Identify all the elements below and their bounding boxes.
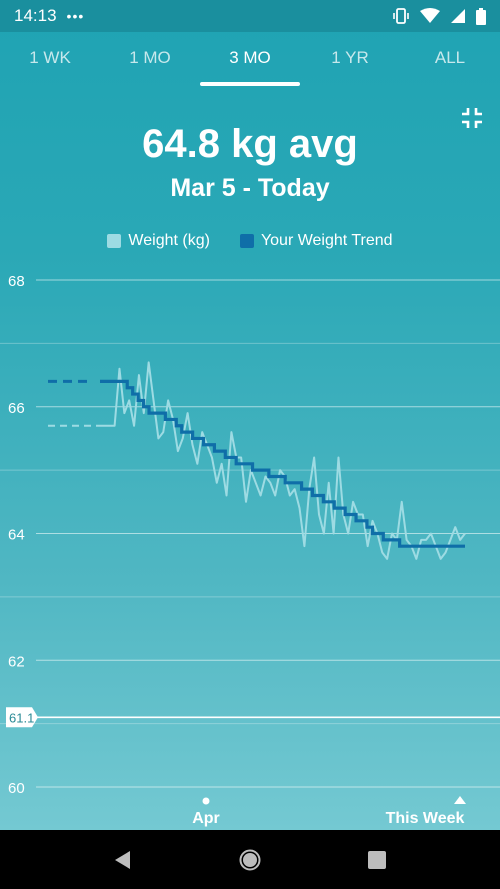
- trend-line: [100, 379, 465, 548]
- x-marker-triangle: [454, 796, 466, 804]
- back-icon: [115, 850, 131, 869]
- weight-chart[interactable]: 68 66 64 62 60 61.1 Apr This Week: [0, 260, 500, 830]
- vibrate-icon: [393, 8, 409, 24]
- status-time: 14:13: [14, 6, 57, 25]
- x-marker-dot: [202, 797, 210, 805]
- tab-3-months[interactable]: 3 MO: [200, 32, 300, 88]
- signal-icon: [451, 9, 465, 23]
- legend-weight-label: Weight (kg): [128, 232, 210, 249]
- y-tick-label: 60: [8, 780, 25, 797]
- tab-1-week[interactable]: 1 WK: [29, 48, 71, 67]
- collapse-icon[interactable]: [460, 106, 484, 130]
- home-icon: [239, 849, 261, 870]
- legend-weight: Weight (kg): [107, 232, 210, 250]
- wifi-icon: [420, 8, 440, 23]
- legend-trend: Your Weight Trend: [239, 232, 393, 250]
- legend-weight-swatch: [107, 234, 122, 248]
- average-weight: 64.8 kg avg: [142, 122, 358, 166]
- battery-icon: [476, 7, 486, 25]
- x-axis-label: Apr: [192, 810, 220, 827]
- y-tick-label: 68: [8, 273, 25, 290]
- y-tick-label: 64: [8, 527, 25, 544]
- chart-legend: Weight (kg) Your Weight Trend: [0, 232, 500, 250]
- recents-button[interactable]: [357, 840, 397, 880]
- y-tick-label: 66: [8, 400, 25, 417]
- goal-badge: [6, 707, 38, 728]
- home-button[interactable]: [230, 840, 270, 880]
- tab-all[interactable]: ALL: [434, 48, 466, 67]
- weight-screen: 14:13 ••• 1 WK 1 MO 3 MO 1 YR ALL: [0, 0, 500, 830]
- y-tick-label: 62: [8, 653, 25, 670]
- android-nav-bar: [0, 830, 500, 889]
- recents-icon: [367, 850, 386, 869]
- weight-line: [100, 361, 466, 560]
- legend-trend-swatch: [239, 234, 254, 248]
- notification-dots: •••: [66, 8, 85, 24]
- back-button[interactable]: [103, 840, 143, 880]
- tab-1-month[interactable]: 1 MO: [129, 48, 171, 67]
- status-bar: 14:13 •••: [0, 0, 500, 32]
- legend-trend-label: Your Weight Trend: [260, 232, 393, 249]
- time-range-tabs: 1 WK 1 MO 3 MO 1 YR ALL: [0, 32, 500, 88]
- tab-1-year[interactable]: 1 YR: [331, 48, 369, 67]
- date-range: Mar 5 - Today: [170, 174, 330, 202]
- goal-label: 61.1: [9, 710, 34, 725]
- x-axis-label: This Week: [386, 810, 465, 827]
